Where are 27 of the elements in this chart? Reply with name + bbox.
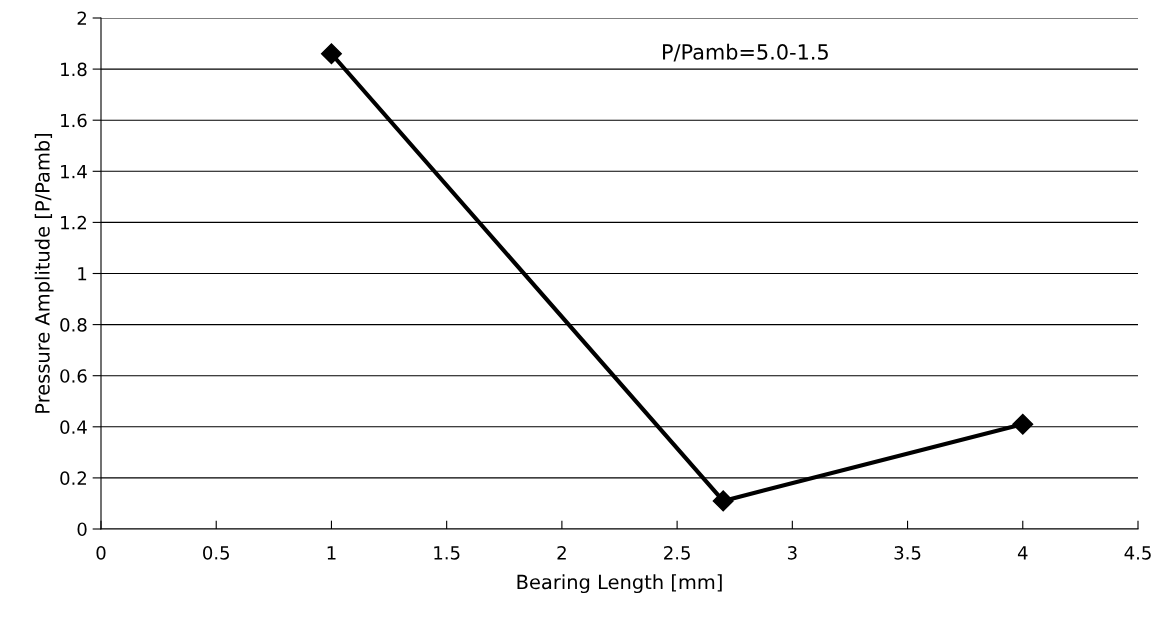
y-tick-label: 1.4 xyxy=(61,165,87,179)
x-tick-label: 4.5 xyxy=(1124,546,1151,560)
x-tick-label: 1.5 xyxy=(434,546,460,560)
x-tick-label: 1 xyxy=(327,546,336,560)
x-tick-label: 4 xyxy=(1017,546,1028,560)
annotation: P/Pamb=5.0-1.5 xyxy=(663,43,828,62)
y-tick-label: 0.2 xyxy=(60,471,86,486)
y-tick-label: 2 xyxy=(77,11,86,25)
x-tick-label: 2 xyxy=(557,545,566,560)
x-tick-label: 0 xyxy=(96,545,106,560)
y-tick-label: 1 xyxy=(78,267,87,281)
x-tick-label: 2.5 xyxy=(664,545,690,560)
y-tick-label: 1.2 xyxy=(61,215,86,230)
point xyxy=(320,43,342,65)
y-tick-label: 0 xyxy=(77,522,87,537)
x-axis-title: Bearing Length [mm] xyxy=(517,574,722,594)
x-tick-label: 0.5 xyxy=(203,545,229,560)
y-tick-label: 0.4 xyxy=(60,420,87,434)
y-tick-label: 1.6 xyxy=(61,113,87,128)
x-tick-label: 3.5 xyxy=(894,545,921,560)
y-tick-label: 0.8 xyxy=(60,318,87,332)
y-axis-title: Pressure Amplitude [P/Pamb] xyxy=(34,133,54,413)
point xyxy=(712,490,734,512)
point xyxy=(1012,413,1034,435)
y-tick-label: 0.6 xyxy=(60,369,87,383)
y-tick-label: 1.8 xyxy=(61,62,87,77)
x-tick-label: 3 xyxy=(787,545,797,560)
